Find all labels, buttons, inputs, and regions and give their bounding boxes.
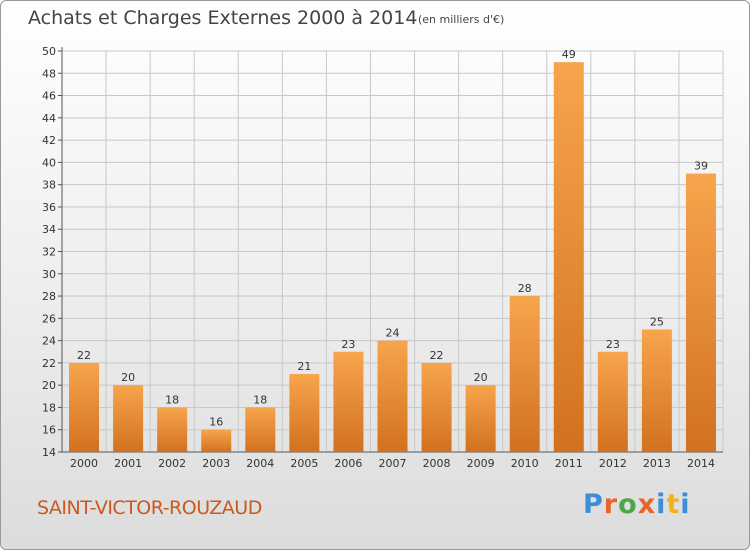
x-tick-label: 2014	[687, 457, 715, 470]
bar-value-label: 39	[694, 160, 708, 173]
bar-value-label: 49	[562, 48, 576, 61]
logo-letter: t	[666, 489, 681, 520]
y-tick-label: 50	[42, 45, 56, 58]
bar-2000	[69, 362, 100, 452]
x-tick-label: 2011	[555, 457, 583, 470]
bar-value-label: 23	[606, 338, 620, 351]
bar-2007	[377, 340, 408, 452]
bar-value-label: 20	[121, 371, 135, 384]
y-tick-label: 44	[42, 112, 56, 125]
commune-name: SAINT-VICTOR-ROUZAUD	[37, 497, 262, 519]
y-tick-label: 36	[42, 201, 56, 214]
bar-2008	[421, 362, 452, 452]
y-tick-label: 18	[42, 401, 56, 414]
bar-value-label: 28	[518, 282, 532, 295]
x-tick-label: 2001	[114, 457, 142, 470]
chart-subtitle: (en milliers d'€)	[418, 13, 505, 26]
bar-value-label: 24	[386, 327, 400, 340]
bar-2012	[597, 351, 628, 452]
bar-2001	[113, 385, 144, 452]
bar-2009	[465, 385, 496, 452]
bar-value-label: 18	[165, 393, 179, 406]
bar-2013	[641, 329, 672, 452]
y-tick-label: 40	[42, 156, 56, 169]
bar-value-label: 16	[209, 416, 223, 429]
bar-2014	[685, 173, 716, 452]
x-tick-label: 2009	[467, 457, 495, 470]
bar-value-label: 21	[297, 360, 311, 373]
bar-2003	[201, 429, 232, 452]
x-tick-label: 2012	[599, 457, 627, 470]
y-tick-label: 28	[42, 290, 56, 303]
y-tick-label: 24	[42, 335, 56, 348]
x-tick-label: 2010	[511, 457, 539, 470]
bar-value-label: 18	[253, 393, 267, 406]
logo-letter: P	[583, 489, 604, 520]
bar-2004	[245, 407, 276, 452]
logo-letter: o	[618, 489, 638, 520]
bar-2002	[157, 407, 188, 452]
y-tick-label: 16	[42, 424, 56, 437]
x-tick-label: 2006	[334, 457, 362, 470]
y-tick-label: 30	[42, 268, 56, 281]
logo-letter: r	[603, 489, 619, 520]
x-tick-label: 2004	[246, 457, 274, 470]
y-tick-label: 46	[42, 90, 56, 103]
bar-value-label: 20	[474, 371, 488, 384]
chart-title: Achats et Charges Externes 2000 à 2014	[28, 7, 418, 29]
y-tick-label: 26	[42, 312, 56, 325]
bar-2006	[333, 351, 364, 452]
y-tick-label: 14	[42, 446, 56, 459]
x-tick-label: 2007	[379, 457, 407, 470]
y-tick-label: 38	[42, 179, 56, 192]
proxiti-logo: Proxiti	[583, 489, 691, 520]
x-tick-label: 2002	[158, 457, 186, 470]
x-tick-label: 2003	[202, 457, 230, 470]
bar-2010	[509, 296, 540, 452]
y-tick-label: 48	[42, 67, 56, 80]
x-tick-label: 2008	[423, 457, 451, 470]
bar-value-label: 22	[430, 349, 444, 362]
x-tick-label: 2000	[70, 457, 98, 470]
bar-value-label: 25	[650, 315, 664, 328]
bar-value-label: 23	[341, 338, 355, 351]
logo-letter: x	[637, 489, 657, 520]
logo-letter: i	[656, 489, 667, 520]
bars	[69, 62, 716, 453]
y-tick-label: 22	[42, 357, 56, 370]
bar-2005	[289, 374, 320, 452]
x-tick-label: 2013	[643, 457, 671, 470]
labels: 14 16 18 20 22 24 26 28 30 32 34 36 38 40 42 44 46 48 50 22…	[42, 45, 715, 470]
bar-2011	[553, 62, 584, 453]
logo-letter: i	[680, 489, 691, 520]
y-tick-label: 34	[42, 223, 56, 236]
y-tick-label: 20	[42, 379, 56, 392]
x-tick-label: 2005	[290, 457, 318, 470]
y-tick-label: 32	[42, 246, 56, 259]
bar-value-label: 22	[77, 349, 91, 362]
y-tick-label: 42	[42, 134, 56, 147]
